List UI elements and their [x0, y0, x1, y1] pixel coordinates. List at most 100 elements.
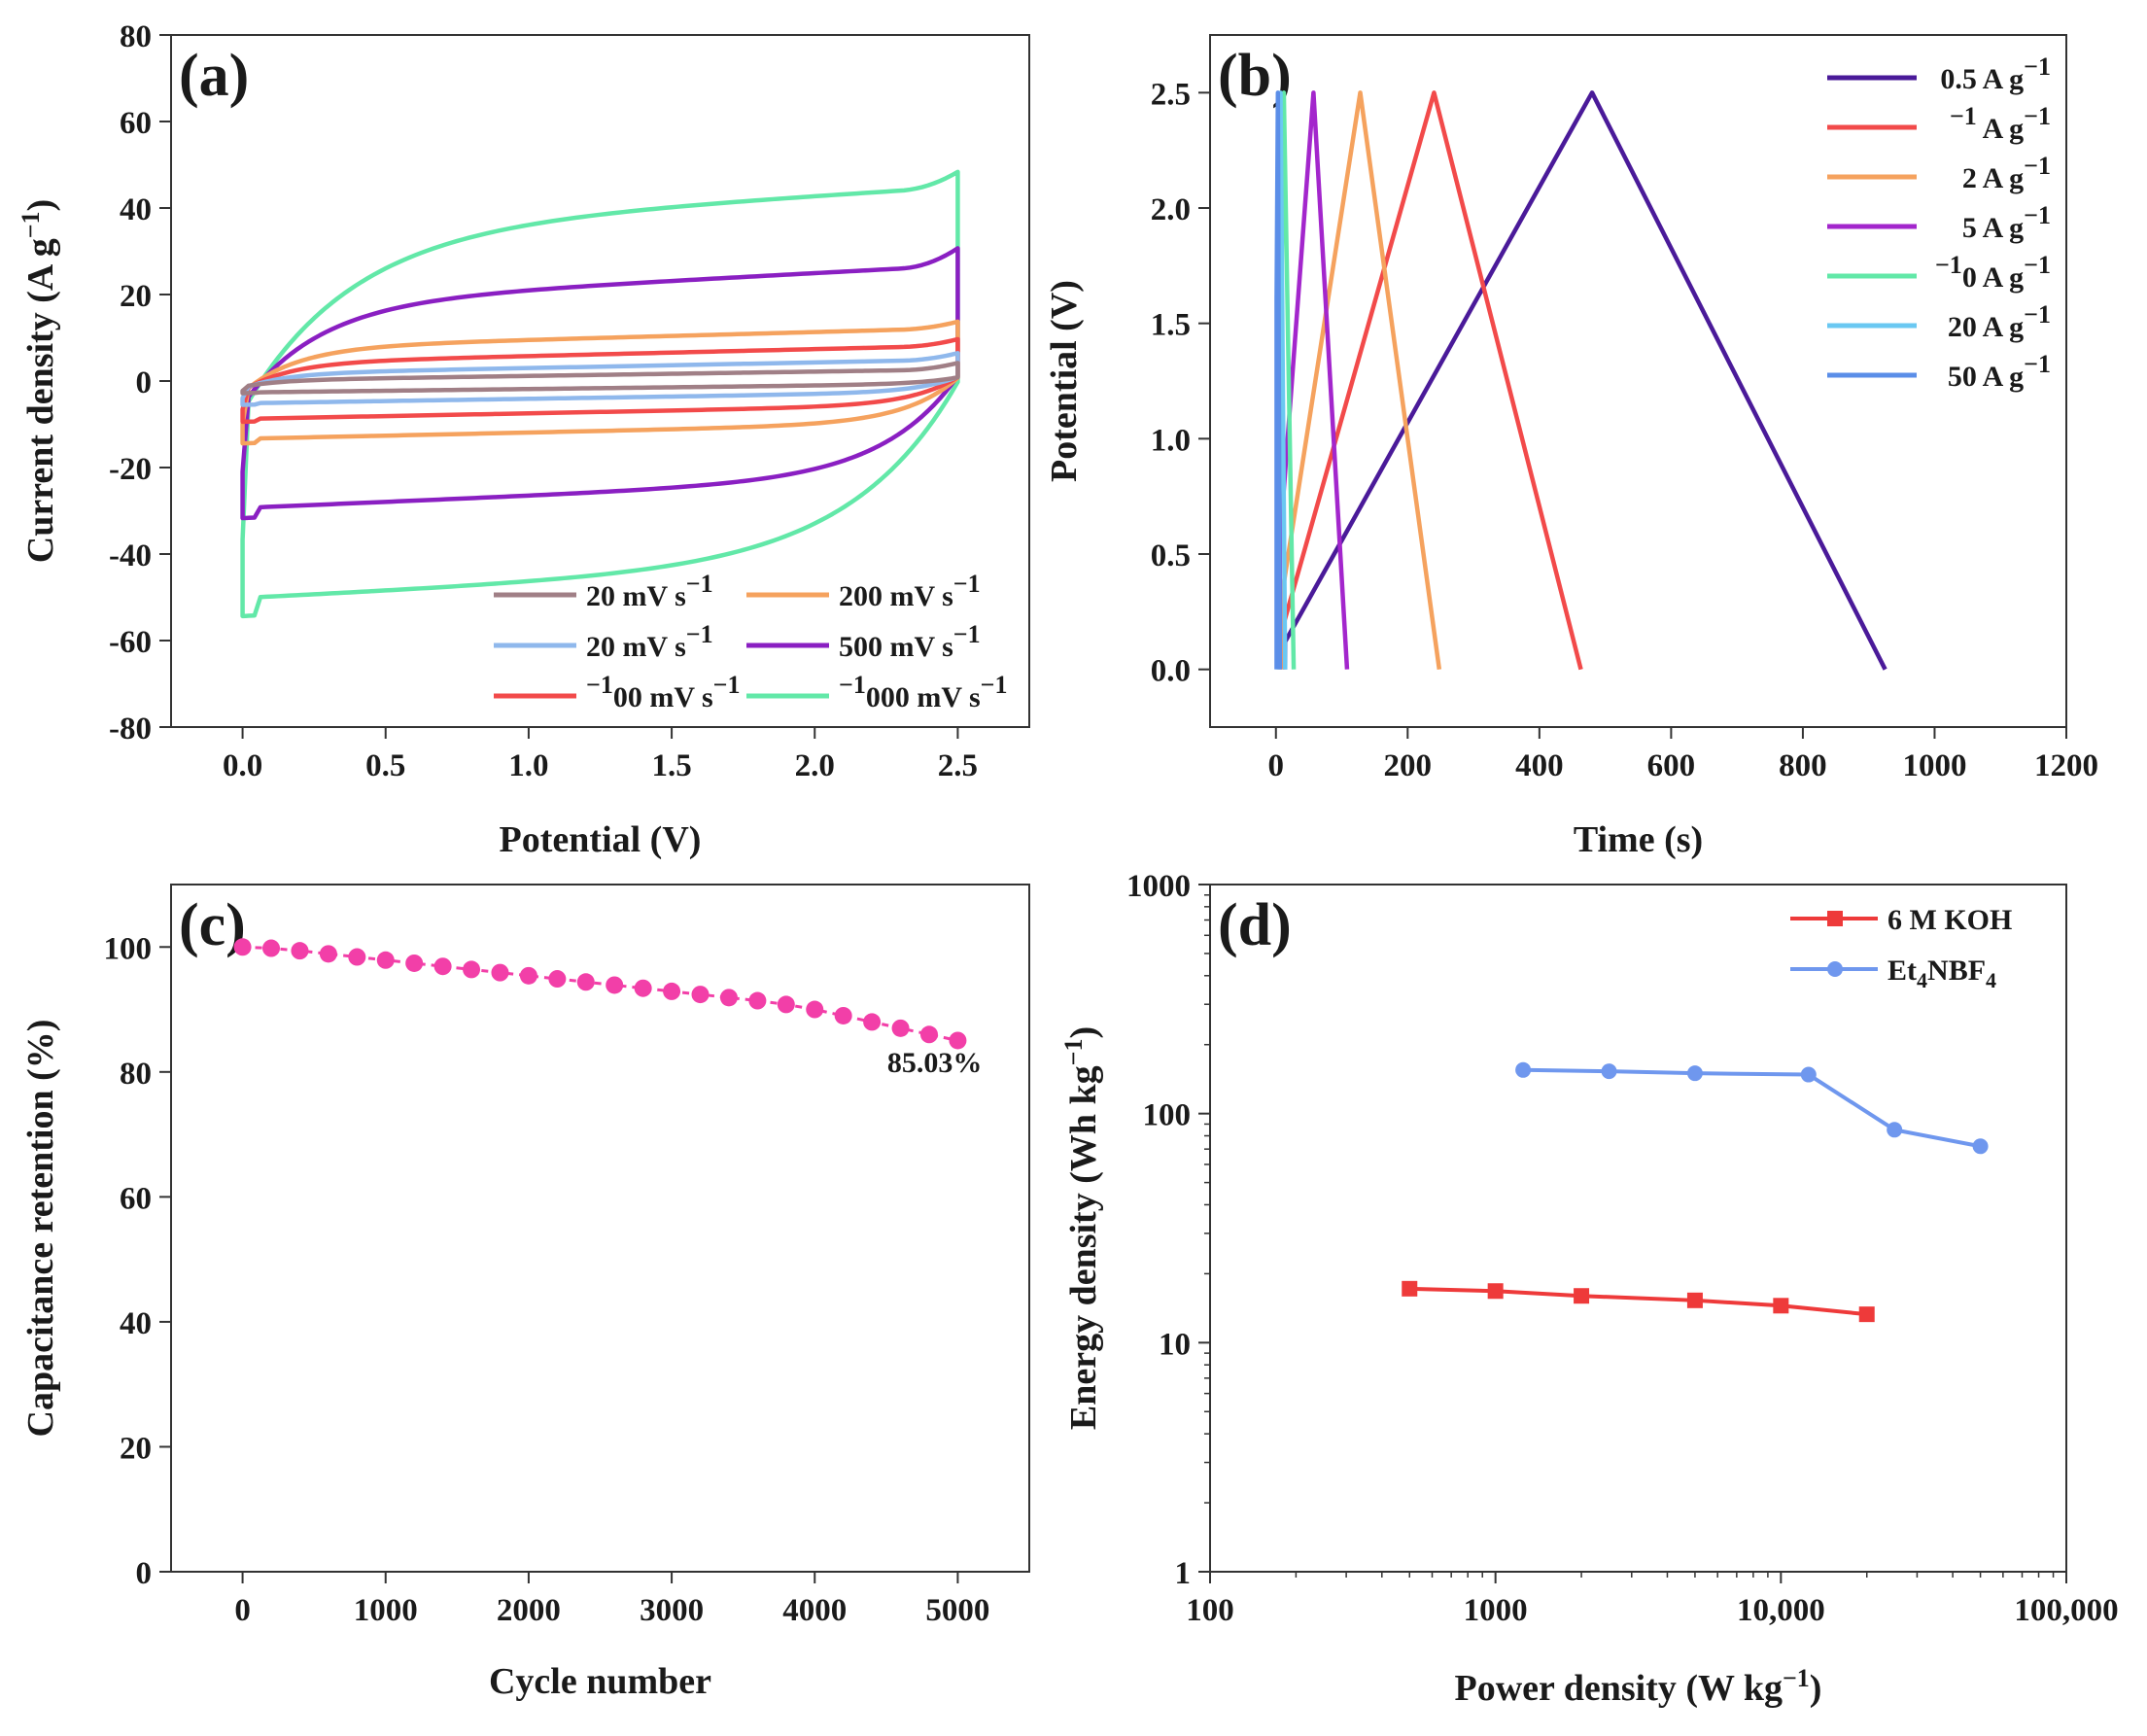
cv-curve: [240, 361, 960, 396]
retention-point: [576, 973, 595, 991]
retention-point: [262, 939, 281, 957]
y-tick-label: 2.0: [1151, 192, 1191, 227]
retention-point: [634, 979, 652, 997]
y-tick-label: 10: [1159, 1327, 1191, 1362]
y-axis-label: Energy density (Wh kg−1): [1059, 1026, 1104, 1430]
x-axis-label: Cycle number: [489, 1661, 711, 1702]
panel-label-d: (d): [1218, 892, 1292, 958]
panel-a: 0.0 0.5 1.0 1.5 2.0 2.5 -80 -60 -40 -20 0 20 40 60 80 P…: [17, 19, 1030, 860]
y-tick-label: 60: [120, 1181, 152, 1216]
x-tick-label: 0: [234, 1593, 251, 1628]
legend-label: −1000 mV s−1​: [839, 671, 1007, 713]
retention-point: [348, 948, 366, 966]
y-tick-label: 0: [136, 1556, 153, 1591]
ragone-point: [1800, 1066, 1817, 1083]
y-tick-label: 20: [120, 1431, 152, 1466]
x-tick-label: 2000: [497, 1593, 561, 1628]
retention-point: [891, 1019, 910, 1037]
legend-label: 50 A g−1​: [1948, 350, 2051, 393]
y-tick-label: -40: [109, 538, 152, 573]
y-tick-label: 0.5: [1151, 538, 1191, 573]
y-tick-label: -20: [109, 452, 152, 487]
ragone-point: [1887, 1122, 1903, 1138]
y-tick-label: 40: [120, 1306, 152, 1341]
legend-label: 20 mV s−1​: [586, 570, 713, 612]
ragone-point: [1773, 1298, 1789, 1314]
legend-marker: [1827, 961, 1843, 977]
ragone-point: [1402, 1280, 1418, 1297]
retention-point: [233, 938, 252, 956]
retention-point: [405, 954, 424, 972]
y-tick-label: 1.5: [1151, 308, 1191, 343]
panel-label-a: (a): [179, 43, 249, 109]
retention-point: [806, 1000, 824, 1019]
x-tick-label: 1000: [354, 1593, 418, 1628]
x-tick-label: 400: [1515, 748, 1564, 783]
ragone-point: [1601, 1063, 1617, 1080]
retention-point: [319, 945, 337, 963]
legend-b: 0.5 A g−1​ −1 A g−1​ 2 A g−1​ 5 A g−1​ −10 A…: [1827, 52, 2051, 393]
x-tick-label: 4000: [782, 1593, 847, 1628]
gcd-curve: [1283, 90, 1887, 671]
retention-point: [291, 942, 309, 960]
legend-label: 20 A g−1​: [1948, 300, 2051, 343]
x-tick-label: 3000: [640, 1593, 704, 1628]
legend-marker: [1827, 911, 1843, 926]
x-tick-label: 1000: [1902, 748, 1966, 783]
x-axis-label: Potential (V): [500, 819, 702, 860]
y-tick-label: 100: [104, 931, 153, 966]
y-axis-label: Current density (A g−1): [17, 199, 61, 563]
legend-label: 6 M KOH: [1887, 904, 2012, 936]
retention-annotation: 85.03%: [887, 1047, 983, 1079]
x-tick-label: 1200: [2034, 748, 2098, 783]
retention-point: [719, 989, 738, 1007]
panel-d: 100 1000 10,000 100,000 1 10 100 1000 Power dens…: [1059, 869, 2119, 1709]
x-tick-label: 100: [1186, 1593, 1234, 1628]
x-tick-label: 100,000: [2014, 1593, 2118, 1628]
ragone-point: [1858, 1306, 1875, 1323]
ragone-point: [1574, 1288, 1590, 1304]
legend-a: 20 mV s−1​ 20 mV s−1​ −100 mV s−1​ 200 mV s…: [494, 570, 1007, 713]
panel-c: 0 1000 2000 3000 4000 5000 0 20 40 60 80 100 Cycle n…: [20, 884, 1030, 1702]
legend-label: −10 A g−1​: [1935, 251, 2051, 294]
y-tick-label: 0: [136, 365, 153, 400]
ragone-point: [1686, 1065, 1703, 1082]
plot-frame: [1209, 34, 2067, 728]
legend-label: 2 A g−1​: [1962, 152, 2051, 194]
x-tick-label: 800: [1779, 748, 1827, 783]
ragone-point: [1487, 1283, 1504, 1300]
retention-point: [691, 986, 710, 1004]
retention-point: [748, 991, 767, 1010]
x-tick-label: 0.5: [365, 748, 405, 783]
x-tick-label: 2.5: [938, 748, 978, 783]
retention-point: [463, 960, 481, 979]
legend-label: 200 mV s−1​: [839, 570, 981, 612]
cv-curves: [240, 169, 960, 619]
legend-label: 20 mV s−1​: [586, 620, 713, 663]
ragone-point: [1972, 1138, 1989, 1155]
x-tick-label: 600: [1647, 748, 1696, 783]
gcd-curves: [1274, 90, 1887, 671]
y-tick-label: 1: [1175, 1556, 1192, 1591]
gcd-curve: [1274, 90, 1283, 670]
y-tick-label: 0.0: [1151, 654, 1191, 689]
retention-point: [606, 976, 624, 994]
retention-point: [433, 957, 452, 976]
y-tick-label: 1.0: [1151, 423, 1191, 458]
retention-point: [519, 966, 537, 985]
retention-point: [491, 963, 509, 982]
x-axis-label: Time (s): [1574, 819, 1703, 860]
y-tick-label: 2.5: [1151, 77, 1191, 112]
retention-point: [548, 970, 567, 989]
ragone-point: [1515, 1061, 1532, 1078]
cv-curve: [240, 319, 960, 446]
y-axis-label: Potential (V): [1044, 280, 1085, 482]
legend-label: 5 A g−1​: [1962, 201, 2051, 244]
ragone-point: [1686, 1292, 1703, 1308]
x-tick-label: 2.0: [795, 748, 835, 783]
x-tick-label: 0.0: [223, 748, 262, 783]
ragone-line: [1523, 1067, 1981, 1149]
x-axis-label: Power density (W kg−1): [1455, 1664, 1822, 1709]
y-tick-label: -60: [109, 625, 152, 660]
